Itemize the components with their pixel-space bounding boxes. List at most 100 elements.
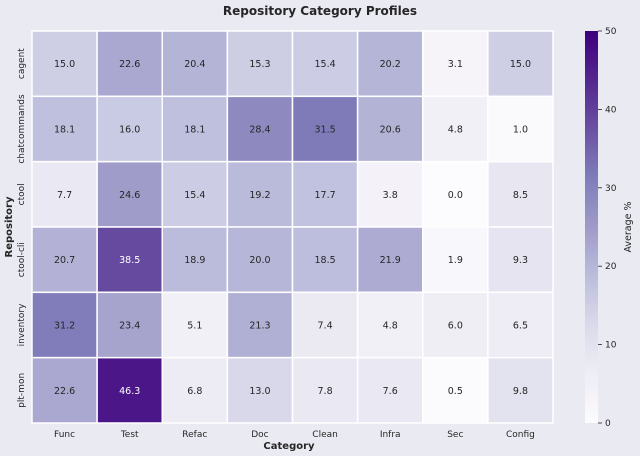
heatmap-cell [31, 160, 98, 228]
heatmap-cell [487, 30, 554, 98]
cell-value-label: 9.8 [513, 386, 528, 397]
cell-value-label: 7.4 [318, 321, 333, 332]
heatmap-cell [96, 30, 163, 98]
cell-value-label: 6.8 [187, 386, 202, 397]
heatmap-cell [96, 356, 163, 424]
y-axis-label: Repository [4, 196, 15, 257]
y-tick-label: ctool [17, 183, 27, 205]
cell-value-label: 18.5 [314, 255, 335, 266]
heatmap-cell [356, 356, 424, 424]
chart-title: Repository Category Profiles [223, 4, 417, 18]
heatmap-cell [226, 226, 294, 294]
cell-value-label: 22.6 [54, 386, 75, 397]
cell-value-label: 3.8 [383, 190, 398, 201]
cell-value-label: 7.6 [383, 386, 398, 397]
y-tick-label: ctool-cli [17, 242, 27, 277]
x-tick-label: Test [120, 430, 139, 440]
cell-value-label: 38.5 [119, 255, 140, 266]
heatmap-cell [291, 291, 359, 359]
cell-value-label: 20.0 [249, 255, 270, 266]
x-tick-label: Infra [380, 430, 401, 440]
cell-value-label: 6.5 [513, 321, 528, 332]
cell-value-label: 17.7 [314, 190, 335, 201]
colorbar-tick-label: 40 [605, 105, 617, 115]
x-tick-label: Sec [447, 430, 463, 440]
cell-value-label: 21.3 [249, 321, 270, 332]
colorbar-ticks: 0 10 20 30 40 50 [598, 27, 617, 429]
y-tick-label: chatcommands [17, 94, 27, 164]
cell-value-label: 15.3 [249, 59, 270, 70]
x-tick-label: Func [54, 430, 75, 440]
x-tick-label: Config [506, 430, 535, 440]
cell-value-label: 15.4 [314, 59, 335, 70]
cell-value-label: 20.6 [380, 125, 401, 136]
cell-value-label: 18.9 [184, 255, 205, 266]
cell-value-label: 19.2 [249, 190, 270, 201]
heatmap-cell [291, 356, 359, 424]
heatmap-cell [226, 291, 294, 359]
cell-value-label: 3.1 [448, 59, 463, 70]
heatmap-cells: 15.0 22.6 20.4 15.3 15.4 20.2 3.1 15.0 18.1 16.0 1… [31, 30, 554, 424]
x-tick-label: Refac [182, 430, 207, 440]
cell-value-label: 20.4 [184, 59, 205, 70]
heatmap-cell [422, 356, 489, 424]
cell-value-label: 15.4 [184, 190, 205, 201]
colorbar-tick-label: 0 [605, 419, 611, 429]
y-tick-label: plt-mon [17, 373, 27, 408]
colorbar [585, 31, 598, 423]
heatmap-cell [226, 160, 294, 228]
cell-value-label: 15.0 [54, 59, 75, 70]
x-tick-label: Clean [312, 430, 338, 440]
heatmap-cell [31, 30, 98, 98]
cell-value-label: 1.0 [513, 125, 528, 136]
x-axis-label: Category [263, 441, 315, 452]
cell-value-label: 13.0 [249, 386, 270, 397]
heatmap-cell [422, 160, 489, 228]
cell-value-label: 1.9 [448, 255, 463, 266]
heatmap-cell [487, 291, 554, 359]
cell-value-label: 18.1 [54, 125, 75, 136]
heatmap-cell [226, 95, 294, 163]
heatmap-cell [356, 95, 424, 163]
cell-value-label: 15.0 [510, 59, 531, 70]
cell-value-label: 4.8 [383, 321, 398, 332]
heatmap-cell [161, 356, 229, 424]
cell-value-label: 21.9 [380, 255, 401, 266]
colorbar-tick-label: 50 [605, 27, 617, 37]
y-tick-labels: cagent chatcommands ctool ctool-cli inventor… [17, 48, 27, 408]
x-tick-label: Doc [251, 430, 268, 440]
colorbar-tick-label: 30 [605, 184, 617, 194]
heatmap-cell [96, 160, 163, 228]
colorbar-tick-label: 20 [605, 262, 617, 272]
heatmap-cell [356, 160, 424, 228]
cell-value-label: 18.1 [184, 125, 205, 136]
cell-value-label: 9.3 [513, 255, 528, 266]
cell-value-label: 7.8 [318, 386, 333, 397]
y-tick-label: inventory [17, 303, 27, 347]
heatmap-cell [422, 226, 489, 294]
cell-value-label: 5.1 [187, 321, 202, 332]
heatmap-cell [422, 291, 489, 359]
cell-value-label: 31.2 [54, 321, 75, 332]
cell-value-label: 0.0 [448, 190, 463, 201]
cell-value-label: 20.7 [54, 255, 75, 266]
heatmap-cell [291, 226, 359, 294]
cell-value-label: 46.3 [119, 386, 140, 397]
cell-value-label: 20.2 [380, 59, 401, 70]
x-tick-labels: Func Test Refac Doc Clean Infra Sec Config [54, 430, 535, 440]
cell-value-label: 8.5 [513, 190, 528, 201]
colorbar-tick-label: 10 [605, 341, 617, 351]
cell-value-label: 4.8 [448, 125, 463, 136]
cell-value-label: 28.4 [249, 125, 270, 136]
cell-value-label: 0.5 [448, 386, 463, 397]
y-tick-label: cagent [17, 48, 27, 79]
heatmap-cell [161, 226, 229, 294]
heatmap-cell [487, 356, 554, 424]
cell-value-label: 31.5 [314, 125, 335, 136]
cell-value-label: 6.0 [448, 321, 463, 332]
cell-value-label: 24.6 [119, 190, 140, 201]
cell-value-label: 23.4 [119, 321, 140, 332]
cell-value-label: 16.0 [119, 125, 140, 136]
heatmap-cell [96, 95, 163, 163]
